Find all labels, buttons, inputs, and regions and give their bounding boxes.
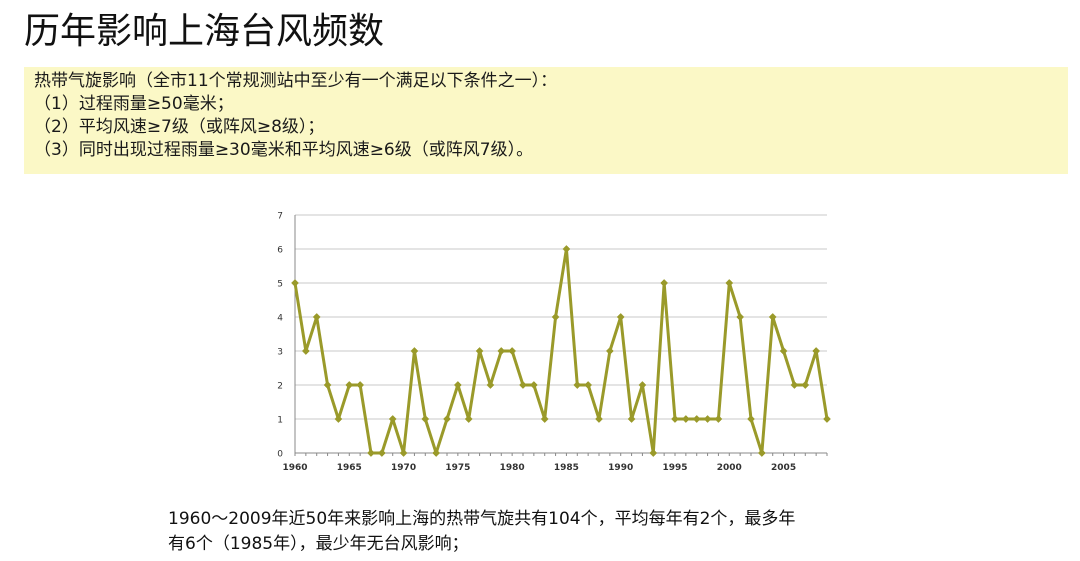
data-point (605, 347, 614, 355)
data-point (562, 245, 571, 253)
data-point (681, 415, 690, 423)
data-point (475, 347, 484, 355)
summary-line-2: 有6个（1985年），最少年无台风影响； (168, 534, 469, 554)
x-tick-label: 1965 (337, 463, 362, 473)
criteria-heading: 热带气旋影响（全市11个常规测站中至少有一个满足以下条件之一）： (34, 71, 558, 91)
page-title: 历年影响上海台风频数 (24, 11, 385, 52)
data-point (801, 381, 810, 389)
data-point (616, 313, 625, 321)
y-tick-label: 1 (277, 416, 283, 426)
data-point (812, 347, 821, 355)
data-point (443, 415, 451, 423)
data-point (736, 313, 745, 321)
chart-svg: 0 1 2 3 4 5 6 7 1960 1965 1970 1975 1980 1985 1990 1995… (277, 212, 831, 473)
data-point (323, 381, 332, 389)
data-point (725, 279, 734, 287)
data-point (508, 347, 517, 355)
data-point (312, 313, 321, 321)
data-point (432, 449, 441, 457)
data-point (627, 415, 636, 423)
x-tick-label: 1960 (282, 463, 307, 473)
y-tick-label: 2 (277, 382, 283, 392)
criteria-item-1: （1）过程雨量≥50毫米； (34, 94, 234, 114)
x-tick-label: 2000 (717, 463, 742, 473)
x-tick-label: 1985 (554, 463, 579, 473)
y-tick-label: 6 (277, 246, 283, 256)
data-point (638, 381, 647, 389)
data-point (399, 449, 408, 457)
data-point (692, 415, 701, 423)
data-point (486, 381, 495, 389)
y-tick-label: 4 (277, 314, 283, 324)
x-tick-label: 1990 (608, 463, 633, 473)
data-point (388, 415, 397, 423)
x-tick-label: 2005 (771, 463, 796, 473)
data-point (497, 347, 506, 355)
data-point (529, 381, 538, 389)
data-point (671, 415, 679, 423)
data-point (584, 381, 593, 389)
series-line (293, 247, 829, 455)
data-point (660, 279, 669, 287)
y-tick-label: 5 (277, 280, 283, 290)
data-point (453, 381, 462, 389)
data-point (421, 415, 430, 423)
data-point (595, 415, 603, 423)
data-point (301, 347, 310, 355)
data-point (551, 313, 560, 321)
data-point (649, 449, 658, 457)
y-tick-label: 0 (277, 450, 283, 460)
data-point (377, 449, 386, 457)
data-point (291, 279, 299, 287)
data-point (410, 347, 419, 355)
summary-line-1: 1960～2009年近50年来影响上海的热带气旋共有104个，平均每年有2个，最… (168, 509, 796, 529)
data-point (790, 381, 799, 389)
data-point (367, 449, 375, 457)
data-point (334, 415, 343, 423)
data-point (768, 313, 777, 321)
data-point (345, 381, 354, 389)
x-tick-label: 1980 (500, 463, 525, 473)
x-tick-label: 1995 (662, 463, 687, 473)
data-point (540, 415, 549, 423)
y-tick-label: 7 (277, 212, 283, 222)
data-point (779, 347, 788, 355)
data-point (703, 415, 712, 423)
data-point (519, 381, 527, 389)
criteria-item-3: （3）同时出现过程雨量≥30毫米和平均风速≥6级（或阵风7级）。 (34, 140, 534, 160)
data-point (747, 415, 755, 423)
x-tick-label: 1975 (445, 463, 470, 473)
typhoon-frequency-chart: 0 1 2 3 4 5 6 7 1960 1965 1970 1975 1980 1985 1990 1995… (256, 204, 836, 480)
criteria-item-2: （2）平均风速≥7级（或阵风≥8级）； (34, 117, 325, 137)
x-tick-label: 1970 (391, 463, 416, 473)
data-point (823, 415, 831, 423)
data-point (757, 449, 766, 457)
data-point (464, 415, 473, 423)
data-point (356, 381, 365, 389)
data-point (714, 415, 723, 423)
y-tick-label: 3 (277, 348, 283, 358)
data-point (573, 381, 582, 389)
criteria-box: 热带气旋影响（全市11个常规测站中至少有一个满足以下条件之一）： （1）过程雨量… (24, 67, 1068, 174)
summary-text: 1960～2009年近50年来影响上海的热带气旋共有104个，平均每年有2个，最… (168, 507, 928, 557)
